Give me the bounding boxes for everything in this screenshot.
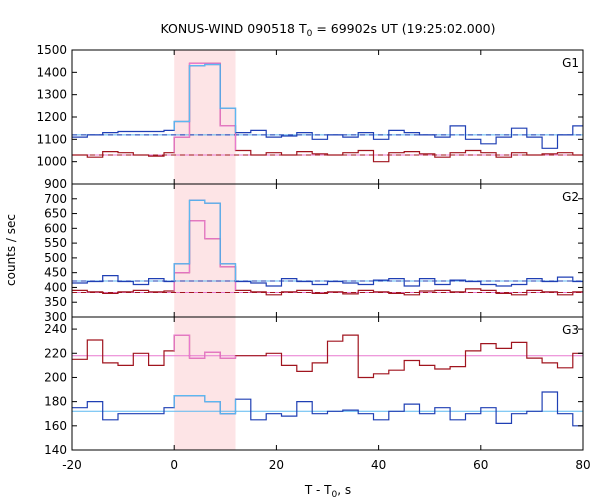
- panel-label: G3: [562, 323, 579, 337]
- red-series-burst: [173, 220, 237, 291]
- y-tick-label: 700: [44, 192, 67, 206]
- panel-plot-area: [72, 62, 583, 163]
- blue-series-burst: [173, 199, 237, 282]
- x-axis-label: T - T0, s: [304, 483, 351, 500]
- red-series: [72, 62, 583, 163]
- y-tick-label: 220: [44, 346, 67, 360]
- x-tick-label: -20: [62, 458, 82, 472]
- y-tick-label: 650: [44, 207, 67, 221]
- x-tick-label: 20: [269, 458, 284, 472]
- panel-label: G1: [562, 56, 579, 70]
- panel-g3: 140 160 180 200 220 240 G3: [44, 316, 584, 457]
- panel-label: G2: [562, 190, 579, 204]
- y-tick-label: 180: [44, 395, 67, 409]
- panel-plot-area: [72, 334, 583, 427]
- shaded-interval: [174, 184, 236, 317]
- red-series: [72, 334, 583, 379]
- y-tick-label: 550: [44, 236, 67, 250]
- y-tick-label: 1100: [36, 132, 67, 146]
- blue-series-burst: [173, 63, 237, 133]
- y-tick-label: 450: [44, 266, 67, 280]
- x-tick-label: 40: [371, 458, 386, 472]
- blue-series-burst: [173, 395, 237, 415]
- x-tick-label: 0: [170, 458, 178, 472]
- y-tick-label: 160: [44, 419, 67, 433]
- red-series: [72, 220, 583, 296]
- shaded-interval: [174, 50, 236, 184]
- blue-series: [72, 199, 583, 287]
- y-tick-label: 1400: [36, 65, 67, 79]
- y-tick-label: 400: [44, 280, 67, 294]
- y-tick-label: 600: [44, 221, 67, 235]
- panel-frame: [71, 316, 584, 451]
- shaded-interval: [174, 317, 236, 450]
- y-tick-label: 240: [44, 322, 67, 336]
- x-tick-label: 60: [473, 458, 488, 472]
- red-series-burst: [173, 62, 237, 153]
- y-tick-label: 140: [44, 443, 67, 457]
- y-axis-label: counts / sec: [4, 214, 18, 286]
- y-tick-label: 200: [44, 370, 67, 384]
- panel-plot-area: [72, 199, 583, 296]
- y-tick-label: 350: [44, 295, 67, 309]
- y-tick-label: 900: [44, 177, 67, 191]
- y-tick-label: 1300: [36, 88, 67, 102]
- y-tick-label: 500: [44, 251, 67, 265]
- y-tick-label: 1000: [36, 155, 67, 169]
- panel-frame: [71, 183, 584, 318]
- panel-frame: [71, 49, 584, 185]
- red-series-burst: [173, 334, 237, 359]
- blue-series: [72, 391, 583, 427]
- panel-g1: 900 1000 1100 1200 1300 1400 1500 G1: [36, 43, 584, 191]
- x-tick-label: 80: [575, 458, 590, 472]
- chart-title: KONUS-WIND 090518 T0 = 69902s UT (19:25:…: [160, 21, 495, 39]
- y-tick-label: 1500: [36, 43, 67, 57]
- blue-series: [72, 63, 583, 149]
- y-tick-label: 1200: [36, 110, 67, 124]
- y-tick-label: 300: [44, 310, 67, 324]
